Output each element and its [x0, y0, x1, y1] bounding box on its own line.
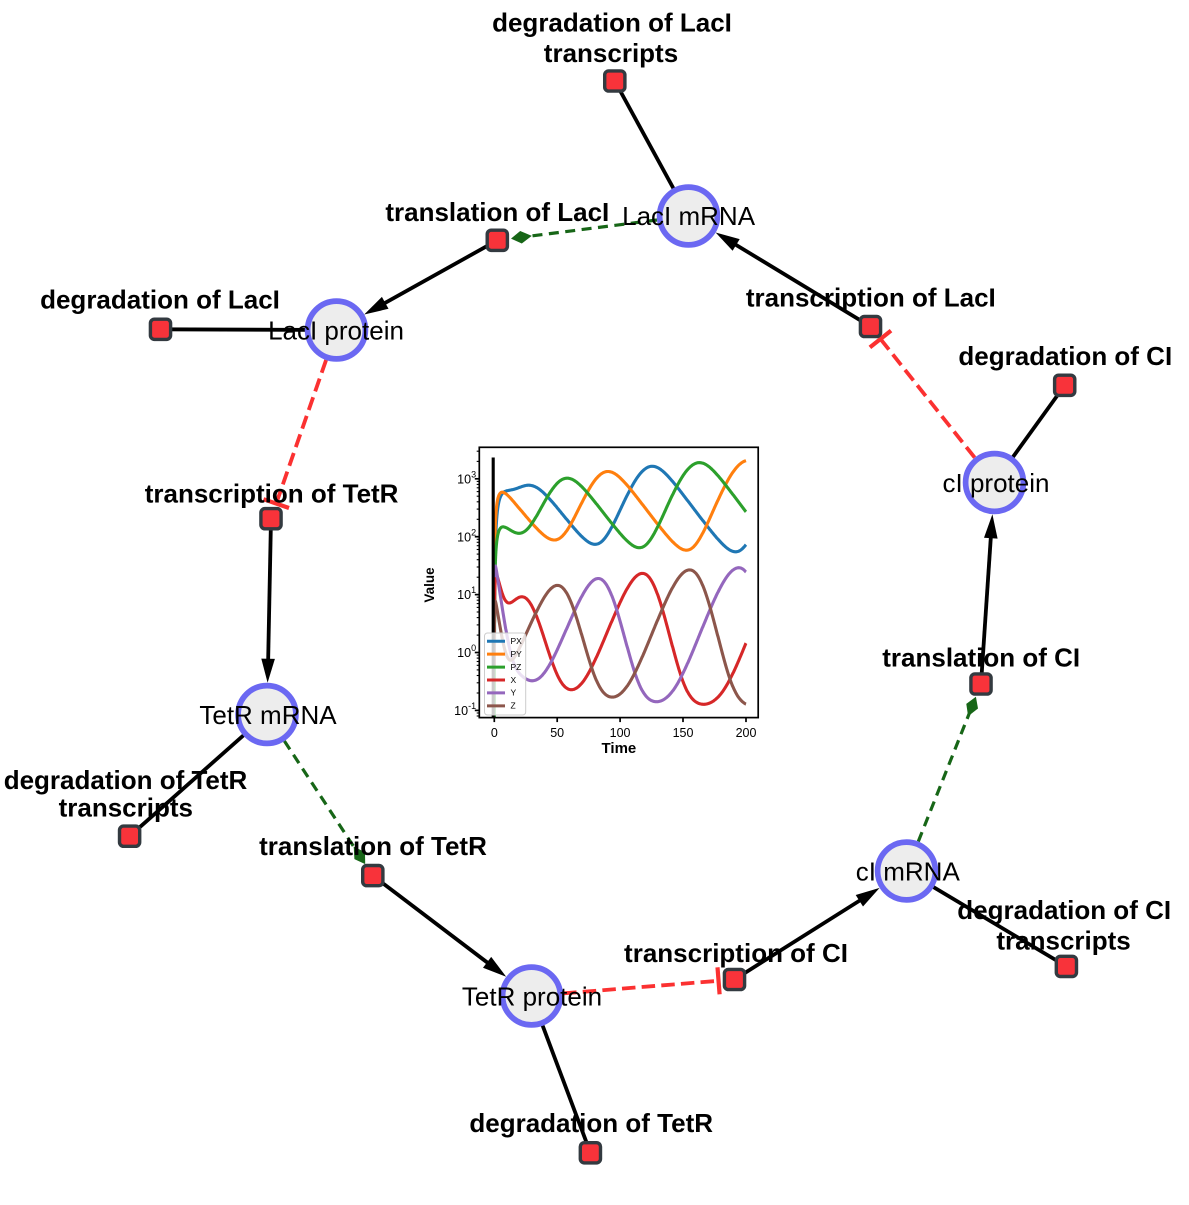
svg-text:PY: PY	[511, 649, 523, 659]
svg-text:PX: PX	[511, 636, 523, 646]
svg-text:transcription of LacI: transcription of LacI	[746, 283, 996, 313]
svg-text:100: 100	[610, 726, 631, 740]
svg-text:TetR mRNA: TetR mRNA	[199, 700, 337, 730]
svg-text:PZ: PZ	[511, 662, 522, 672]
svg-text:LacI mRNA: LacI mRNA	[622, 201, 756, 231]
svg-text:degradation of CI: degradation of CI	[958, 341, 1172, 371]
svg-text:0: 0	[491, 726, 498, 740]
svg-text:transcripts: transcripts	[544, 38, 678, 68]
svg-text:Z: Z	[511, 701, 516, 711]
svg-text:degradation of LacI: degradation of LacI	[40, 285, 280, 315]
svg-text:degradation of CI: degradation of CI	[957, 895, 1171, 925]
svg-text:X: X	[511, 675, 517, 685]
svg-text:150: 150	[673, 726, 694, 740]
svg-text:translation of TetR: translation of TetR	[259, 831, 487, 861]
svg-text:translation of CI: translation of CI	[882, 642, 1080, 672]
svg-text:degradation of TetR: degradation of TetR	[4, 765, 248, 795]
svg-text:cI mRNA: cI mRNA	[856, 857, 961, 887]
svg-text:TetR protein: TetR protein	[462, 982, 602, 1012]
svg-text:degradation of TetR: degradation of TetR	[469, 1108, 713, 1138]
svg-text:Y: Y	[511, 688, 517, 698]
svg-text:Time: Time	[602, 740, 637, 757]
svg-text:transcription of TetR: transcription of TetR	[145, 478, 399, 508]
svg-text:transcripts: transcripts	[996, 925, 1130, 955]
svg-text:Value: Value	[422, 567, 437, 603]
svg-text:transcripts: transcripts	[59, 793, 193, 823]
svg-text:200: 200	[736, 726, 757, 740]
svg-text:transcription of CI: transcription of CI	[624, 938, 848, 968]
svg-text:translation of LacI: translation of LacI	[385, 197, 609, 227]
svg-text:50: 50	[550, 726, 564, 740]
svg-text:cI protein: cI protein	[943, 468, 1050, 498]
svg-text:degradation of LacI: degradation of LacI	[492, 8, 732, 38]
svg-text:LacI protein: LacI protein	[268, 316, 404, 346]
